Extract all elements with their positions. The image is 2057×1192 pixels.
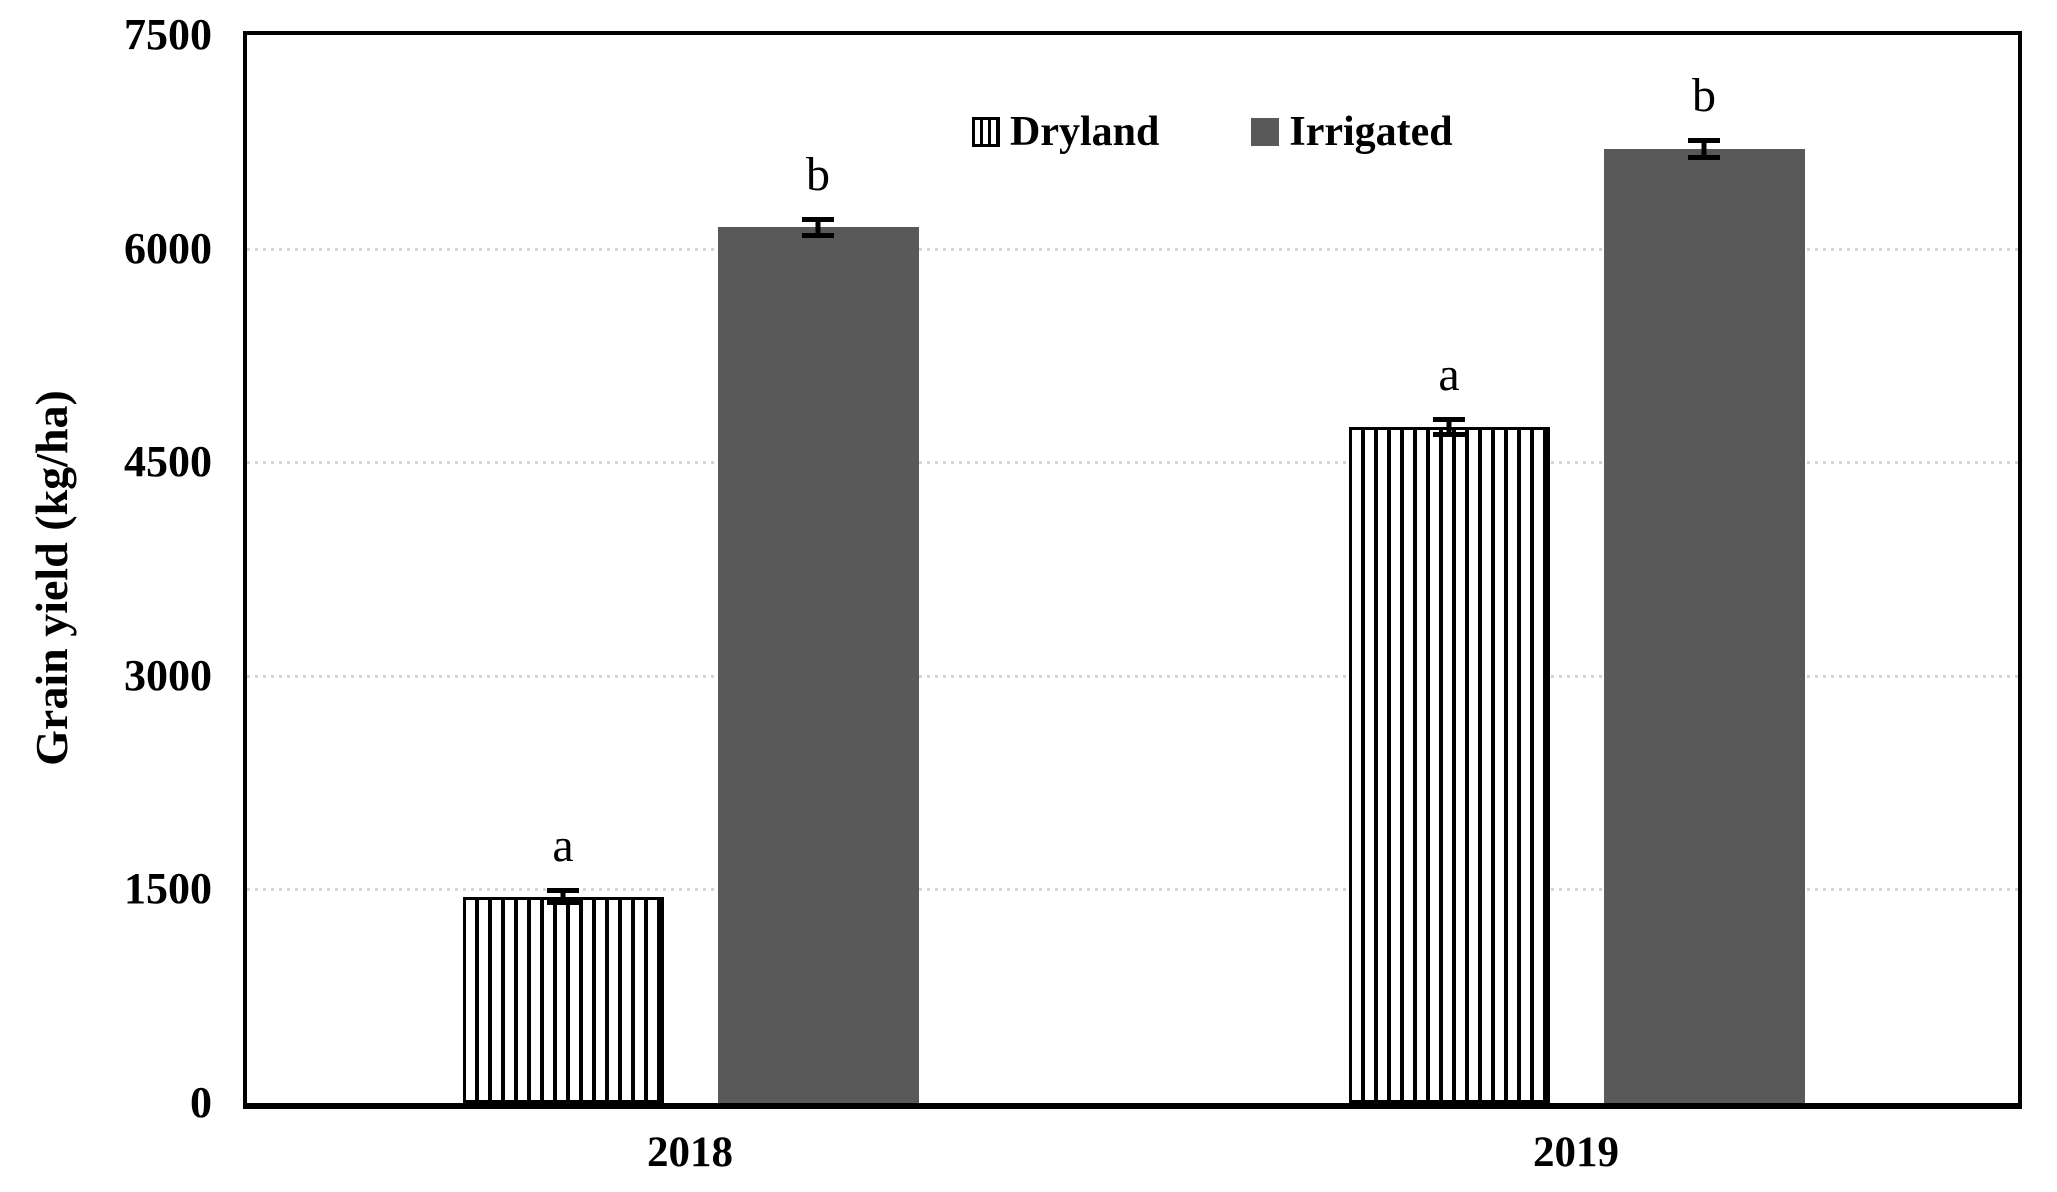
x-tick-label: 2019	[1533, 1129, 1619, 1176]
y-tick-label: 7500	[124, 10, 212, 59]
y-tick-label: 0	[190, 1078, 212, 1127]
y-tick-label: 4500	[124, 437, 212, 487]
legend-item-irrigated: Irrigated	[1251, 107, 1453, 157]
error-bar-irrigated-2019	[1688, 138, 1720, 160]
significance-letter: a	[552, 818, 574, 872]
error-bar-irrigated-2018	[802, 216, 834, 238]
legend-label-irrigated: Irrigated	[1289, 109, 1453, 155]
bar-dryland-2019	[1348, 426, 1550, 1103]
y-axis-title: Grain yield (kg/ha)	[26, 390, 77, 766]
dryland-swatch-icon	[972, 117, 1000, 147]
significance-letter: b	[1692, 69, 1716, 123]
bar-irrigated-2019	[1603, 148, 1805, 1103]
gridline-3000	[247, 674, 2018, 678]
gridline-6000	[247, 247, 2018, 251]
gridline-4500	[247, 461, 2018, 465]
legend-item-dryland: Dryland	[972, 107, 1159, 157]
legend-label-dryland: Dryland	[1010, 109, 1160, 155]
error-bar-dryland-2018	[547, 887, 579, 906]
bar-dryland-2018	[462, 896, 664, 1103]
significance-letter: a	[1438, 347, 1460, 401]
x-tick-label: 2018	[647, 1129, 733, 1176]
error-bar-dryland-2019	[1433, 416, 1465, 437]
gridline-1500	[247, 888, 2018, 892]
irrigated-swatch-icon	[1251, 118, 1280, 146]
legend: Dryland Irrigated	[972, 106, 1453, 158]
y-tick-label: 6000	[124, 223, 212, 273]
y-tick-label: 3000	[124, 650, 212, 700]
significance-letter: b	[806, 147, 830, 201]
bar-irrigated-2018	[717, 227, 919, 1103]
y-tick-label: 1500	[124, 864, 212, 914]
